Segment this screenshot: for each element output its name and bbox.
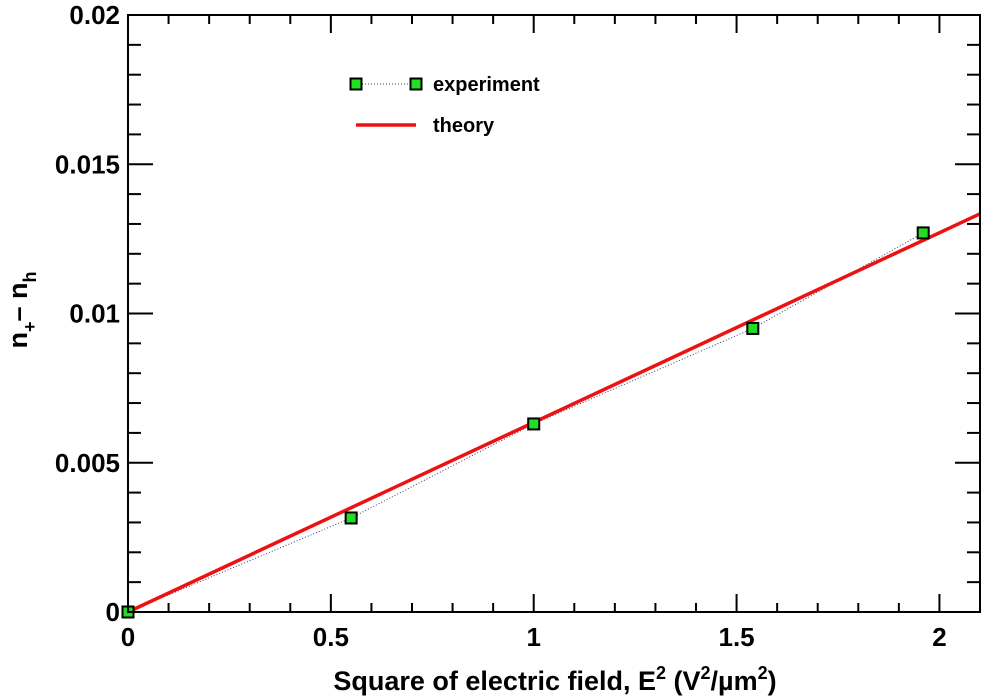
y-tick-label: 0.005 bbox=[55, 448, 120, 478]
theory-line bbox=[127, 212, 981, 614]
plot-frame bbox=[127, 14, 981, 613]
y-tick-label: 0 bbox=[106, 597, 120, 627]
y-tick-label: 0.02 bbox=[69, 0, 120, 30]
y-tick-label: 0.01 bbox=[69, 299, 120, 329]
experiment-point bbox=[344, 511, 358, 525]
legend-theory-label: theory bbox=[433, 115, 495, 137]
x-tick-label: 0 bbox=[121, 622, 135, 652]
experiment-point bbox=[746, 321, 760, 335]
series-lines bbox=[127, 212, 981, 614]
experiment-point bbox=[527, 417, 541, 431]
tick-labels: 0 0.5 1 1.5 2 0 0.005 0.01 0.015 0.02 bbox=[55, 0, 947, 652]
legend: experiment theory bbox=[349, 74, 540, 137]
legend-experiment-label: experiment bbox=[433, 74, 540, 96]
axis-ticks bbox=[127, 14, 981, 613]
y-tick-label: 0.015 bbox=[55, 149, 120, 179]
legend-experiment-marker bbox=[409, 77, 423, 91]
experiment-point bbox=[916, 226, 930, 240]
x-tick-label: 0.5 bbox=[313, 622, 349, 652]
x-tick-label: 1.5 bbox=[718, 622, 754, 652]
x-axis-label: Square of electric field, E2 (V2/µm2) bbox=[333, 663, 776, 696]
x-tick-label: 2 bbox=[932, 622, 946, 652]
y-axis-label: n+– nh bbox=[3, 271, 40, 348]
legend-experiment-marker bbox=[349, 77, 363, 91]
x-tick-label: 1 bbox=[526, 622, 540, 652]
